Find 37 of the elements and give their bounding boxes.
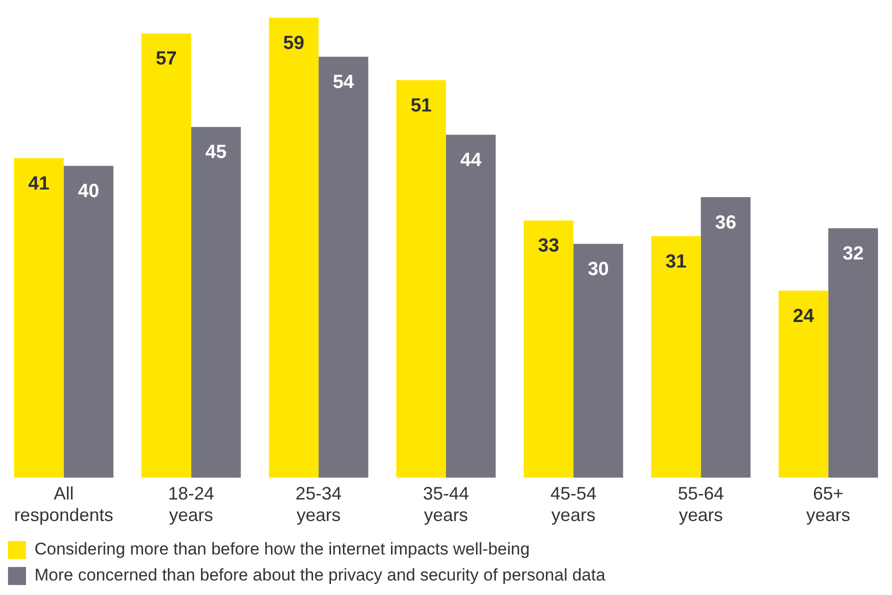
data-label: 54 xyxy=(332,72,354,94)
bar xyxy=(524,220,574,478)
legend-label: Considering more than before how the internet impacts well-being xyxy=(34,540,530,559)
data-label: 41 xyxy=(28,173,50,194)
x-tick-label: 55-64 years xyxy=(678,484,724,526)
bar xyxy=(191,126,241,478)
data-label: 31 xyxy=(665,251,688,272)
x-tick-label: 18-24 years xyxy=(168,484,214,526)
x-tick-label: 45-54 years xyxy=(550,484,596,526)
data-label: 45 xyxy=(205,142,227,164)
bar xyxy=(573,244,624,478)
bar xyxy=(828,228,878,478)
x-tick-label: 25-34 years xyxy=(296,484,342,526)
data-label: 51 xyxy=(410,95,432,116)
bar xyxy=(700,197,751,478)
data-label: 40 xyxy=(78,181,100,202)
data-label: 57 xyxy=(156,48,177,70)
x-tick-label: All respondents xyxy=(14,484,114,526)
bar xyxy=(64,166,114,478)
bar xyxy=(396,80,446,478)
bar xyxy=(778,290,828,478)
data-label: 36 xyxy=(715,212,736,234)
bar xyxy=(268,18,319,478)
data-label: 24 xyxy=(792,306,814,327)
x-tick-label: 65+ years xyxy=(806,484,850,526)
bar xyxy=(141,33,192,478)
bar xyxy=(318,56,368,478)
bar xyxy=(14,158,64,478)
bar xyxy=(446,134,496,478)
data-label: 59 xyxy=(283,33,304,54)
legend-label: More concerned than before about the privacy and security of personal data xyxy=(34,566,606,585)
data-label: 44 xyxy=(460,150,482,171)
data-label: 32 xyxy=(842,244,864,265)
data-label: 33 xyxy=(538,236,560,257)
data-label: 30 xyxy=(588,259,609,280)
x-tick-label: 35-44 years xyxy=(422,484,470,526)
bar xyxy=(651,236,701,478)
